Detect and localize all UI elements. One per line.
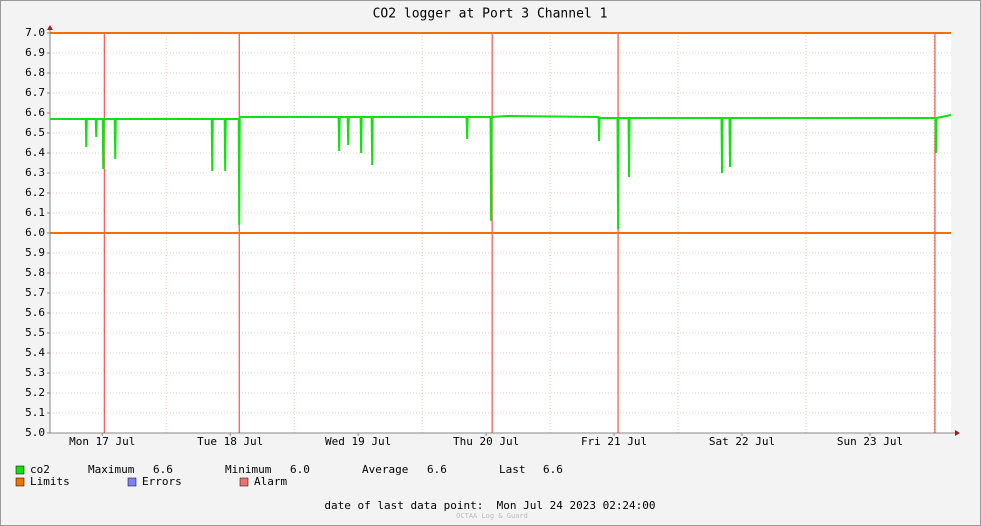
- legend-stat: 6.0: [290, 463, 310, 476]
- legend-stat: 6.6: [153, 463, 173, 476]
- legend-stat: 6.6: [427, 463, 447, 476]
- legend-label: Limits: [30, 475, 70, 488]
- x-tick-label: Sat 22 Jul: [709, 435, 775, 448]
- legend-label: Errors: [142, 475, 182, 488]
- y-tick-label: 7.0: [25, 26, 45, 39]
- co2-line: [50, 114, 952, 230]
- y-tick-label: 6.6: [25, 106, 45, 119]
- x-tick-label: Fri 21 Jul: [581, 435, 647, 448]
- y-tick-label: 5.6: [25, 306, 45, 319]
- y-tick-label: 6.9: [25, 46, 45, 59]
- y-tick-label: 6.5: [25, 126, 45, 139]
- chart-title: CO2 logger at Port 3 Channel 1: [373, 7, 608, 22]
- y-tick-label: 5.8: [25, 266, 45, 279]
- x-tick-label: Thu 20 Jul: [453, 435, 519, 448]
- y-tick-label: 5.0: [25, 426, 45, 439]
- legend-stat: Average: [362, 463, 408, 476]
- legend-swatch: [239, 477, 249, 487]
- y-tick-label: 5.2: [25, 386, 45, 399]
- axis-arrow: [47, 25, 53, 30]
- legend-stat: Last: [499, 463, 526, 476]
- x-tick-label: Wed 19 Jul: [325, 435, 391, 448]
- y-tick-label: 5.1: [25, 406, 45, 419]
- y-tick-label: 5.7: [25, 286, 45, 299]
- x-tick-label: Tue 18 Jul: [197, 435, 263, 448]
- legend-stat: 6.6: [543, 463, 563, 476]
- y-tick-label: 5.9: [25, 246, 45, 259]
- legend-label: Alarm: [254, 475, 287, 488]
- y-tick-label: 6.4: [25, 146, 45, 159]
- legend-swatch: [127, 477, 137, 487]
- y-tick-label: 6.8: [25, 66, 45, 79]
- y-tick-label: 6.0: [25, 226, 45, 239]
- y-tick-label: 5.3: [25, 366, 45, 379]
- axis-arrow: [955, 430, 960, 436]
- legend-swatch: [15, 477, 25, 487]
- x-tick-label: Sun 23 Jul: [837, 435, 903, 448]
- y-tick-label: 5.4: [25, 346, 45, 359]
- legend-swatch: [15, 465, 25, 475]
- footer: date of last data point: Mon Jul 24 2023…: [324, 499, 655, 512]
- y-tick-label: 6.1: [25, 206, 45, 219]
- y-tick-label: 5.5: [25, 326, 45, 339]
- legend-label: co2: [30, 463, 50, 476]
- legend-stat: Maximum: [88, 463, 135, 476]
- x-tick-label: Mon 17 Jul: [69, 435, 135, 448]
- y-tick-label: 6.7: [25, 86, 45, 99]
- watermark: OCTAA Log & Guard: [456, 512, 528, 520]
- y-tick-label: 6.3: [25, 166, 45, 179]
- y-tick-label: 6.2: [25, 186, 45, 199]
- legend-stat: Minimum: [225, 463, 272, 476]
